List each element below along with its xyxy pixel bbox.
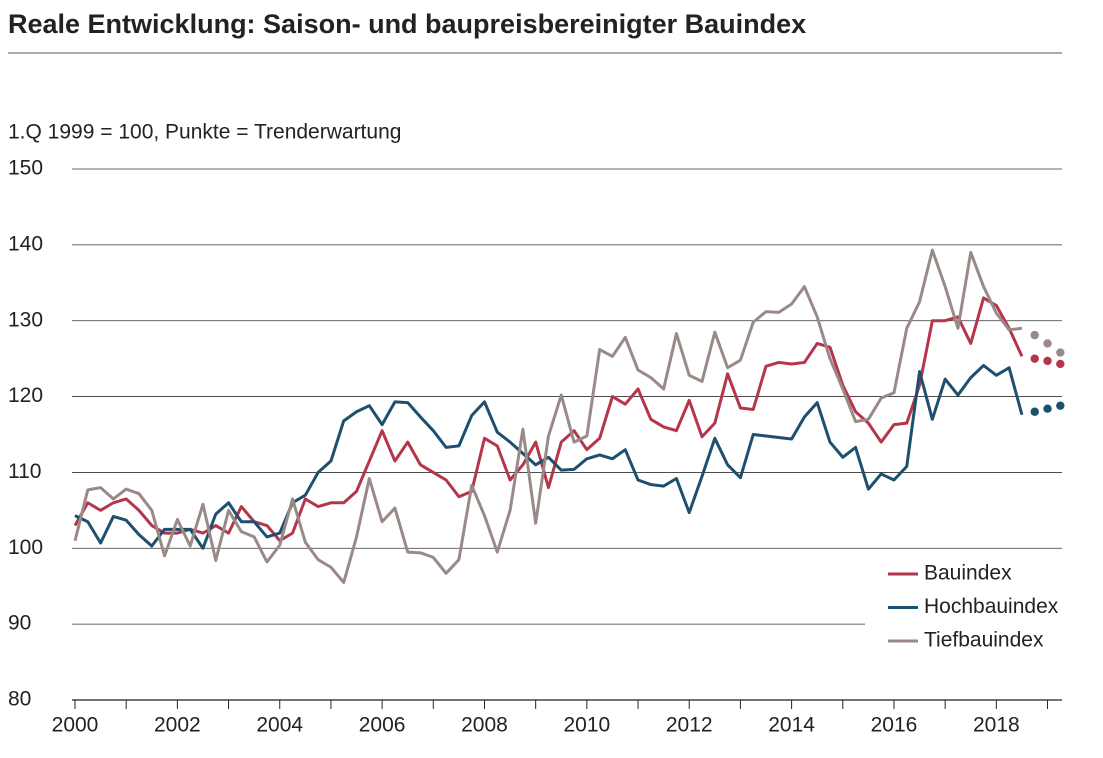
y-tick-label: 130 <box>8 308 43 331</box>
trend-point <box>1056 401 1065 410</box>
x-tick-label: 2008 <box>461 714 508 737</box>
x-tick-label: 2002 <box>154 714 201 737</box>
y-tick-label: 140 <box>8 232 43 255</box>
y-tick-label: 90 <box>8 612 31 635</box>
trend-point <box>1030 407 1039 416</box>
chart-subtitle: 1.Q 1999 = 100, Punkte = Trenderwartung <box>8 121 401 144</box>
x-tick-label: 2012 <box>666 714 713 737</box>
x-tick-label: 2014 <box>768 714 815 737</box>
trend-point <box>1030 354 1039 363</box>
y-tick-label: 120 <box>8 384 43 407</box>
series-line <box>74 363 1024 550</box>
x-tick-label: 2004 <box>256 714 303 737</box>
y-tick-label: 100 <box>8 536 43 559</box>
x-tick-label: 2018 <box>973 714 1020 737</box>
y-tick-label: 150 <box>8 157 43 180</box>
x-tick-label: 2016 <box>871 714 918 737</box>
x-tick-label: 2000 <box>52 714 99 737</box>
y-tick-label: 110 <box>8 460 41 483</box>
legend-label: Hochbauindex <box>924 595 1059 618</box>
x-tick-label: 2010 <box>563 714 610 737</box>
trend-point <box>1030 330 1039 340</box>
series-line <box>73 248 1023 584</box>
chart-title: Reale Entwicklung: Saison- und baupreisb… <box>8 9 806 39</box>
series-line <box>73 296 1024 543</box>
trend-point <box>1043 404 1052 413</box>
trend-point <box>1056 348 1065 357</box>
trend-point <box>1043 339 1052 348</box>
legend-label: Bauindex <box>924 562 1012 585</box>
y-tick-label: 80 <box>8 688 31 711</box>
trend-point <box>1043 356 1052 366</box>
legend-label: Tiefbauindex <box>924 629 1044 652</box>
x-tick-label: 2006 <box>359 714 406 737</box>
trend-point <box>1056 359 1065 369</box>
